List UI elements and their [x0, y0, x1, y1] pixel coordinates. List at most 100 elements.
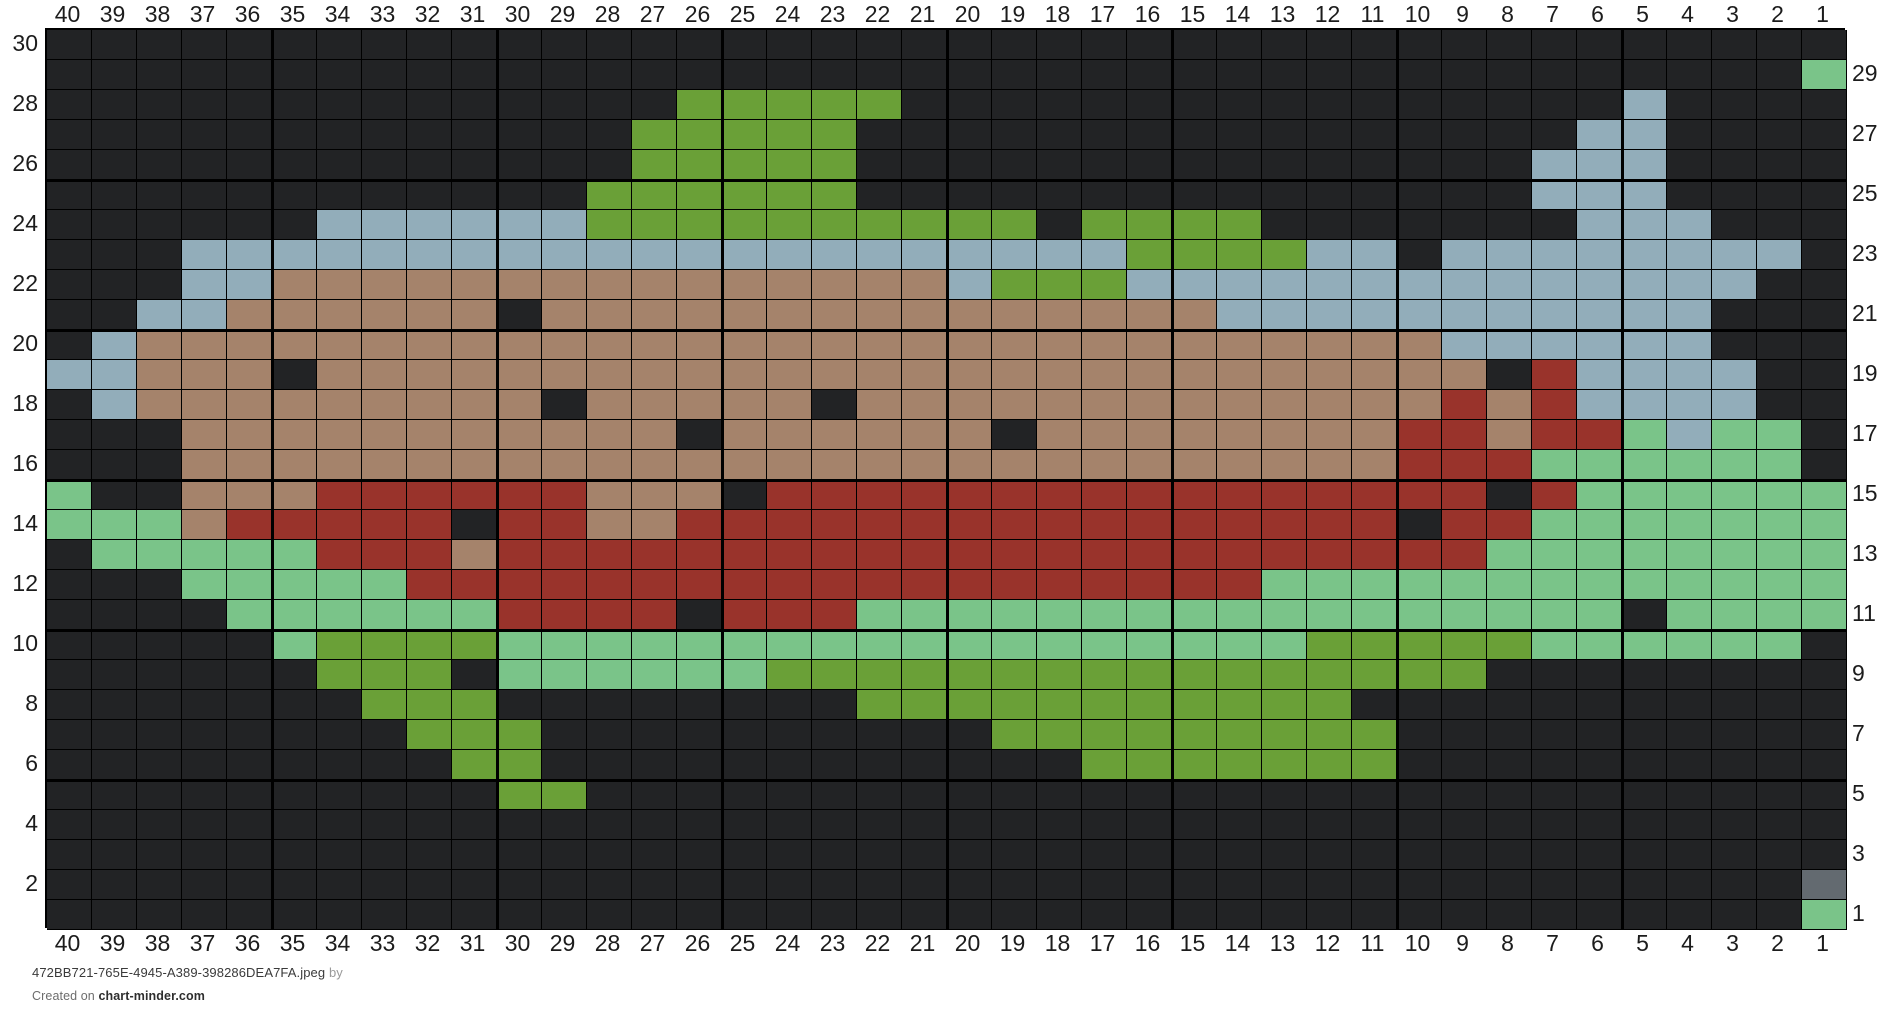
stitch-cell[interactable] — [1622, 420, 1667, 450]
stitch-cell[interactable] — [182, 270, 227, 300]
stitch-cell[interactable] — [857, 900, 902, 930]
stitch-cell[interactable] — [1442, 870, 1487, 900]
stitch-cell[interactable] — [47, 570, 92, 600]
stitch-cell[interactable] — [1667, 540, 1712, 570]
stitch-cell[interactable] — [857, 30, 902, 60]
stitch-cell[interactable] — [1667, 210, 1712, 240]
stitch-cell[interactable] — [947, 630, 992, 660]
stitch-cell[interactable] — [407, 570, 452, 600]
stitch-cell[interactable] — [497, 180, 542, 210]
stitch-cell[interactable] — [1172, 420, 1217, 450]
stitch-cell[interactable] — [1397, 750, 1442, 780]
stitch-cell[interactable] — [587, 390, 632, 420]
stitch-cell[interactable] — [1352, 210, 1397, 240]
stitch-cell[interactable] — [47, 60, 92, 90]
stitch-cell[interactable] — [1712, 780, 1757, 810]
stitch-cell[interactable] — [1397, 180, 1442, 210]
stitch-cell[interactable] — [1802, 510, 1847, 540]
stitch-cell[interactable] — [1397, 600, 1442, 630]
stitch-cell[interactable] — [947, 180, 992, 210]
stitch-cell[interactable] — [362, 750, 407, 780]
stitch-cell[interactable] — [1442, 180, 1487, 210]
stitch-cell[interactable] — [182, 420, 227, 450]
stitch-cell[interactable] — [227, 840, 272, 870]
stitch-cell[interactable] — [1487, 900, 1532, 930]
stitch-cell[interactable] — [1622, 450, 1667, 480]
stitch-cell[interactable] — [1262, 90, 1307, 120]
stitch-cell[interactable] — [362, 660, 407, 690]
pattern-grid-container[interactable] — [45, 28, 1847, 930]
stitch-cell[interactable] — [902, 60, 947, 90]
stitch-cell[interactable] — [1037, 570, 1082, 600]
stitch-cell[interactable] — [587, 750, 632, 780]
stitch-cell[interactable] — [1397, 90, 1442, 120]
stitch-cell[interactable] — [1172, 120, 1217, 150]
stitch-cell[interactable] — [1352, 780, 1397, 810]
stitch-cell[interactable] — [1667, 270, 1712, 300]
stitch-cell[interactable] — [857, 870, 902, 900]
stitch-cell[interactable] — [1622, 630, 1667, 660]
stitch-cell[interactable] — [1127, 600, 1172, 630]
stitch-cell[interactable] — [542, 660, 587, 690]
stitch-cell[interactable] — [452, 690, 497, 720]
stitch-cell[interactable] — [1442, 60, 1487, 90]
stitch-cell[interactable] — [722, 180, 767, 210]
stitch-cell[interactable] — [767, 540, 812, 570]
stitch-cell[interactable] — [767, 360, 812, 390]
stitch-cell[interactable] — [1487, 210, 1532, 240]
stitch-cell[interactable] — [407, 120, 452, 150]
stitch-cell[interactable] — [722, 30, 767, 60]
stitch-cell[interactable] — [1217, 330, 1262, 360]
stitch-cell[interactable] — [902, 540, 947, 570]
stitch-cell[interactable] — [767, 780, 812, 810]
stitch-cell[interactable] — [1217, 870, 1262, 900]
stitch-cell[interactable] — [47, 360, 92, 390]
stitch-cell[interactable] — [1262, 300, 1307, 330]
stitch-cell[interactable] — [1622, 720, 1667, 750]
stitch-cell[interactable] — [227, 570, 272, 600]
stitch-cell[interactable] — [1667, 60, 1712, 90]
stitch-cell[interactable] — [587, 270, 632, 300]
stitch-cell[interactable] — [1127, 390, 1172, 420]
stitch-cell[interactable] — [227, 390, 272, 420]
stitch-cell[interactable] — [992, 450, 1037, 480]
stitch-cell[interactable] — [1172, 900, 1217, 930]
stitch-cell[interactable] — [1802, 240, 1847, 270]
stitch-cell[interactable] — [1397, 150, 1442, 180]
stitch-cell[interactable] — [1262, 840, 1307, 870]
stitch-cell[interactable] — [992, 900, 1037, 930]
stitch-cell[interactable] — [857, 570, 902, 600]
stitch-cell[interactable] — [1262, 900, 1307, 930]
stitch-cell[interactable] — [1622, 300, 1667, 330]
stitch-cell[interactable] — [1802, 210, 1847, 240]
stitch-cell[interactable] — [1757, 330, 1802, 360]
stitch-cell[interactable] — [317, 870, 362, 900]
stitch-cell[interactable] — [182, 120, 227, 150]
stitch-cell[interactable] — [857, 420, 902, 450]
stitch-cell[interactable] — [677, 390, 722, 420]
stitch-cell[interactable] — [1487, 750, 1532, 780]
stitch-cell[interactable] — [1667, 360, 1712, 390]
stitch-cell[interactable] — [1577, 180, 1622, 210]
stitch-cell[interactable] — [722, 210, 767, 240]
stitch-cell[interactable] — [947, 270, 992, 300]
stitch-cell[interactable] — [227, 300, 272, 330]
stitch-cell[interactable] — [1577, 240, 1622, 270]
stitch-cell[interactable] — [1127, 900, 1172, 930]
stitch-cell[interactable] — [452, 300, 497, 330]
stitch-cell[interactable] — [677, 570, 722, 600]
stitch-cell[interactable] — [902, 240, 947, 270]
stitch-cell[interactable] — [362, 480, 407, 510]
stitch-cell[interactable] — [1172, 270, 1217, 300]
stitch-cell[interactable] — [677, 270, 722, 300]
stitch-cell[interactable] — [272, 390, 317, 420]
stitch-cell[interactable] — [902, 150, 947, 180]
stitch-cell[interactable] — [812, 480, 857, 510]
stitch-cell[interactable] — [542, 210, 587, 240]
stitch-cell[interactable] — [677, 90, 722, 120]
stitch-cell[interactable] — [812, 780, 857, 810]
stitch-cell[interactable] — [992, 420, 1037, 450]
stitch-cell[interactable] — [1217, 30, 1262, 60]
stitch-cell[interactable] — [812, 510, 857, 540]
stitch-cell[interactable] — [947, 480, 992, 510]
